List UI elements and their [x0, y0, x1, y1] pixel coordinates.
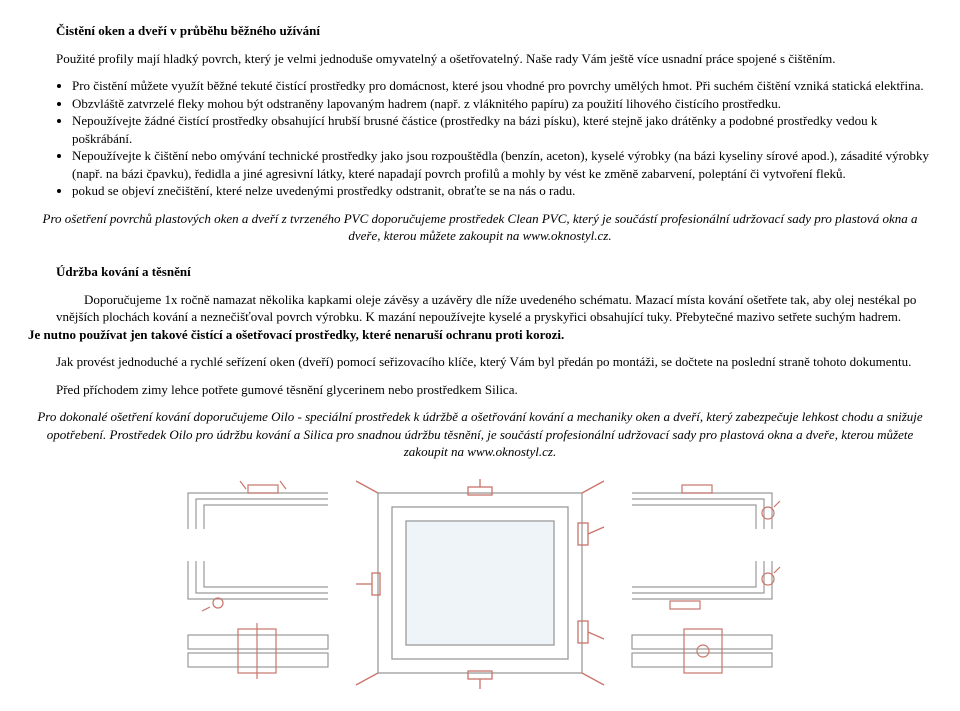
- list-item: pokud se objeví znečištění, které nelze …: [72, 182, 932, 200]
- cleaning-bullet-list: Pro čistění můžete využít běžné tekuté č…: [28, 77, 932, 200]
- detail-corner-bottom-right: [622, 551, 782, 613]
- clean-pvc-recommend: Pro ošetření povrchů plastových oken a d…: [28, 210, 932, 245]
- detail-hinge-left: [178, 623, 338, 685]
- list-item: Obzvláště zatvrzelé fleky mohou být odst…: [72, 95, 932, 113]
- maintenance-paragraph-1: Doporučujeme 1x ročně namazat několika k…: [28, 291, 932, 344]
- heading-maintenance: Údržba kování a těsnění: [56, 263, 932, 281]
- list-item: Nepoužívejte k čištění nebo omývání tech…: [72, 147, 932, 182]
- diagram-row: [28, 479, 932, 689]
- diagram-col-left: [178, 479, 338, 689]
- p1-part-b: Je nutno používat jen takové čistící a o…: [28, 327, 561, 342]
- heading-cleaning: Čistění oken a dveří v průběhu běžného u…: [56, 22, 932, 40]
- detail-corner-top-left: [178, 479, 338, 541]
- window-diagram-main: [350, 479, 610, 689]
- intro-cleaning: Použité profily mají hladký povrch, kter…: [56, 50, 932, 68]
- maintenance-paragraph-3: Před příchodem zimy lehce potřete gumové…: [56, 381, 932, 399]
- p1-part-a: Doporučujeme 1x ročně namazat několika k…: [56, 291, 932, 326]
- detail-corner-top-right: [622, 479, 782, 541]
- list-item: Nepoužívejte žádné čistící prostředky ob…: [72, 112, 932, 147]
- detail-corner-bottom-left: [178, 551, 338, 613]
- maintenance-paragraph-2: Jak provést jednoduché a rychlé seřízení…: [56, 353, 932, 371]
- detail-hinge-right: [622, 623, 782, 685]
- period: .: [561, 327, 564, 342]
- diagram-col-right: [622, 479, 782, 689]
- list-item: Pro čistění můžete využít běžné tekuté č…: [72, 77, 932, 95]
- oilo-recommend: Pro dokonalé ošetření kování doporučujem…: [28, 408, 932, 461]
